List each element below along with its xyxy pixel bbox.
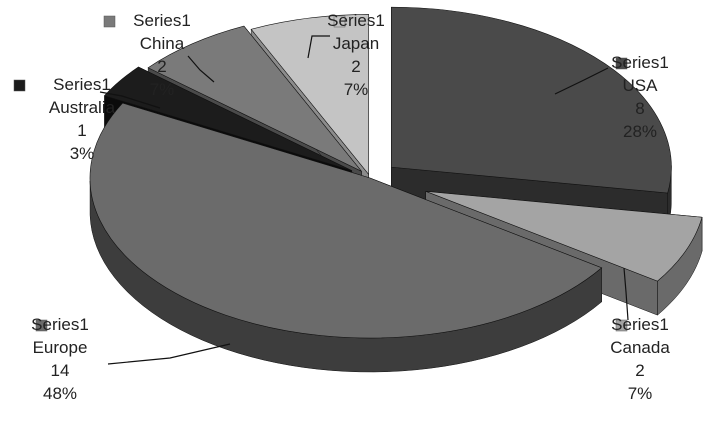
pie-slice-china [147,25,362,172]
legend-key-japan [333,15,346,28]
data-label-canada-value: 2 [635,361,644,380]
data-labels: Series1 USA 8 28% Series1 Canada 2 7% Series1 Eur… [13,11,670,403]
leader-line-canada [623,267,629,321]
data-label-europe-value: 14 [51,361,70,380]
data-label-europe-series-name: Series1 [31,315,89,334]
pie-slice-australia [103,66,352,171]
leader-line-china [187,55,215,83]
data-label-japan-percent: 7% [344,80,369,99]
data-label-usa-series-name: Series1 [611,53,669,72]
leader-line-usa [554,67,609,95]
leader-line-europe [107,343,231,365]
data-label-australia-percent: 3% [70,144,95,163]
data-label-australia-series-name: Series1 [53,75,111,94]
legend-key-europe [35,319,48,332]
legend-key-australia [13,79,26,92]
data-label-japan-series-name: Series1 [327,11,385,30]
data-label-canada-percent: 7% [628,384,653,403]
leader-lines [99,35,629,365]
data-label-china-percent: 7% [150,80,175,99]
data-label-china-category: China [140,34,185,53]
legend-key-canada [615,319,628,332]
legend-key-china [103,15,116,28]
leader-line-japan [307,35,330,59]
data-label-china-value: 2 [157,57,166,76]
data-label-usa-percent: 28% [623,122,657,141]
pie-slice-japan [250,14,370,176]
data-label-china-series-name: Series1 [133,11,191,30]
pie-slices [89,6,703,339]
data-label-europe-category: Europe [33,338,88,357]
data-label-canada-series-name: Series1 [611,315,669,334]
data-label-canada-category: Canada [610,338,670,357]
leader-line-australia [99,91,161,109]
legend-key-usa [615,57,628,70]
pie-slice-canada [425,191,703,282]
data-label-japan-value: 2 [351,57,360,76]
pie-slice-europe [89,102,603,339]
data-label-europe-percent: 48% [43,384,77,403]
data-label-australia-category: Australia [49,98,116,117]
data-label-usa-value: 8 [635,99,644,118]
data-label-japan-category: Japan [333,34,379,53]
data-label-usa-category: USA [623,76,659,95]
data-label-australia-value: 1 [77,121,86,140]
pie-slice-usa [391,6,672,194]
